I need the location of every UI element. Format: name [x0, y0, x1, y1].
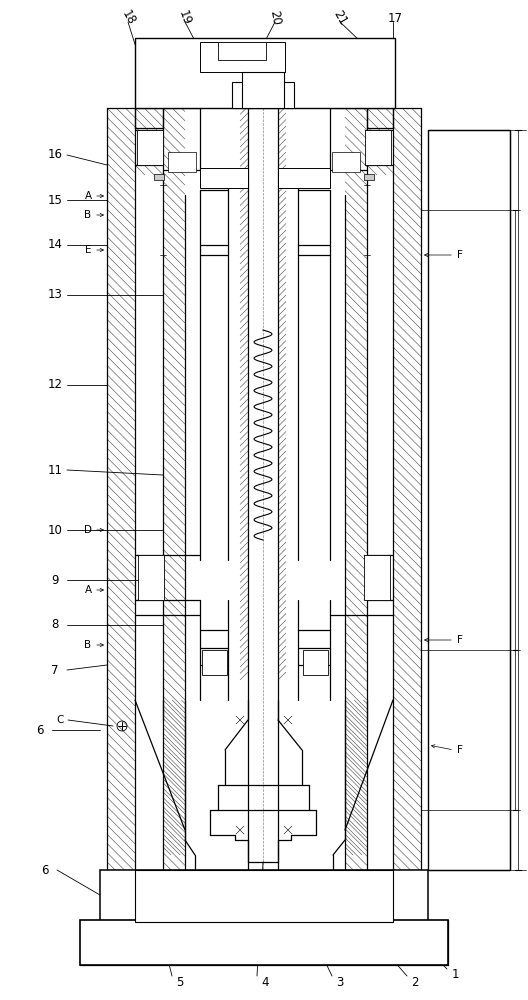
- Text: 6: 6: [41, 863, 49, 876]
- Text: 13: 13: [48, 288, 62, 302]
- Text: 17: 17: [388, 11, 402, 24]
- Text: 18: 18: [119, 8, 137, 28]
- Bar: [303, 650, 328, 675]
- Text: 3: 3: [336, 976, 344, 988]
- Text: 21: 21: [331, 8, 350, 28]
- Text: C: C: [56, 715, 64, 725]
- Bar: [154, 174, 164, 180]
- Text: 20: 20: [267, 10, 282, 26]
- Text: 6: 6: [36, 724, 44, 736]
- Text: 7: 7: [51, 664, 59, 676]
- Bar: [218, 42, 266, 60]
- Text: 16: 16: [48, 148, 62, 161]
- Bar: [278, 168, 330, 188]
- Text: 15: 15: [48, 194, 62, 207]
- Bar: [364, 174, 374, 180]
- Bar: [200, 168, 248, 188]
- Bar: [80, 920, 448, 965]
- Text: 2: 2: [411, 976, 419, 988]
- Bar: [364, 555, 390, 600]
- Bar: [138, 555, 164, 600]
- Text: B: B: [84, 210, 91, 220]
- Text: E: E: [85, 245, 91, 255]
- Bar: [168, 152, 196, 172]
- Text: 4: 4: [261, 976, 269, 988]
- Bar: [135, 38, 395, 108]
- Text: A: A: [84, 585, 91, 595]
- Text: 10: 10: [48, 524, 62, 536]
- Text: 5: 5: [176, 976, 184, 988]
- Bar: [200, 42, 285, 72]
- Text: 11: 11: [48, 464, 62, 477]
- Text: 19: 19: [176, 9, 194, 27]
- Bar: [332, 152, 360, 172]
- Text: 12: 12: [48, 378, 62, 391]
- Text: 1: 1: [451, 968, 459, 982]
- Text: D: D: [84, 525, 92, 535]
- Text: B: B: [84, 640, 91, 650]
- Text: A: A: [84, 191, 91, 201]
- Bar: [365, 130, 391, 165]
- Bar: [202, 650, 227, 675]
- Text: 8: 8: [51, 618, 59, 632]
- Bar: [428, 130, 510, 870]
- Text: F: F: [457, 745, 463, 755]
- Text: F: F: [457, 635, 463, 645]
- Bar: [137, 130, 163, 165]
- Text: 14: 14: [48, 238, 62, 251]
- Text: F: F: [457, 250, 463, 260]
- Bar: [100, 870, 428, 922]
- Text: 9: 9: [51, 574, 59, 586]
- Bar: [232, 82, 294, 108]
- Bar: [242, 72, 284, 108]
- Bar: [135, 870, 393, 922]
